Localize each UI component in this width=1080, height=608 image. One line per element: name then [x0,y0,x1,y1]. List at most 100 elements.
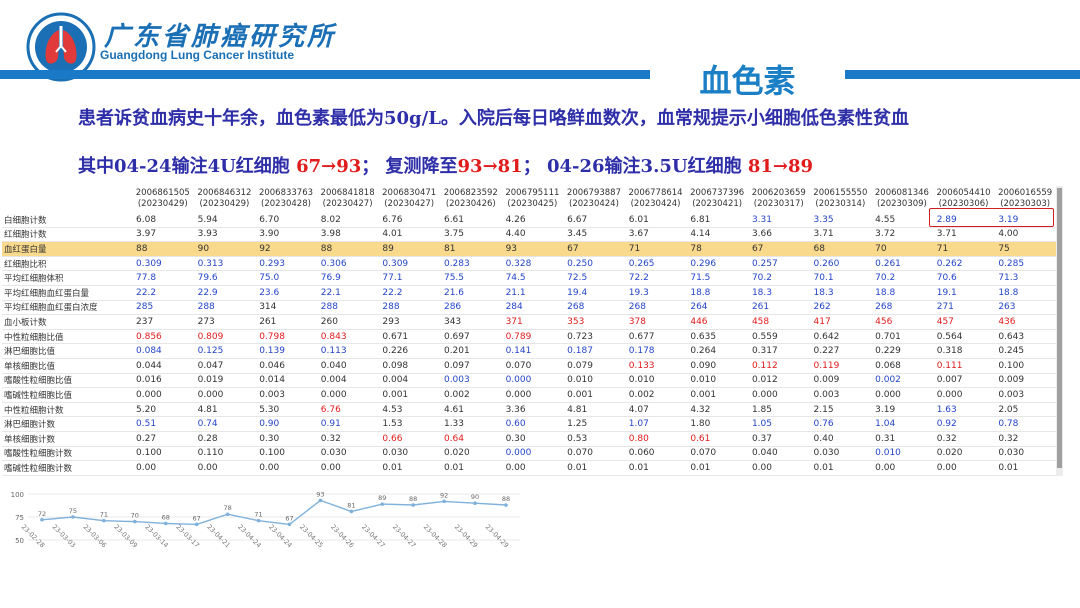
table-cell: 371 [501,314,564,330]
table-cell: 0.24 [132,475,194,477]
column-header: 2006830471 (20230427) [378,185,440,213]
table-cell: 286 [439,300,502,316]
table-row[interactable]: 中性粒细胞比值 0.856 0.809 0.798 0.843 0.671 0.697 0.7… [2,329,1056,345]
table-cell: 21.1 [501,285,564,301]
table-row[interactable]: 嗜酸性粒细胞比值 0.016 0.019 0.014 0.004 0.004 0.003 0.… [2,373,1056,389]
table-row[interactable]: 平均红细胞血红蛋白浓度 285 288 314 288 288 286 284 268 268 26… [2,300,1056,316]
table-row[interactable]: 平均红细胞体积 77.8 79.6 75.0 76.9 77.1 75.5 74.5 72.5 7… [2,270,1056,286]
table-row[interactable]: 白细胞计数 6.08 5.94 6.70 8.02 6.76 6.61 4.26 6.67 6.0… [2,213,1056,228]
table-cell: 0.000 [132,387,194,403]
column-id: 2006737396 [690,188,745,198]
column-id: 2006846312 [197,188,252,198]
table-cell: 0.309 [132,256,194,272]
column-date: (20230424) [630,199,681,209]
table-cell: 0.003 [994,387,1056,403]
chart-x-tick-label: 23-04-27 [391,523,418,550]
table-cell: 288 [378,300,440,316]
table-cell: 75.0 [255,270,317,286]
table-cell: 0.001 [686,387,748,403]
table-cell: 88 [316,241,379,257]
table-row[interactable]: 红细胞计数 3.97 3.93 3.90 3.98 4.01 3.75 4.40 3.45 3.6… [2,227,1056,243]
table-cell: 1.25 [563,416,625,432]
table-cell: 18.8 [686,285,748,301]
table-row[interactable]: 血小板计数 237 273 261 260 293 343 371 353 378 446 458 41… [2,314,1056,330]
table-row[interactable]: 红细胞分布宽度CV0.240.240.270.230.240.250.240.2… [2,475,1056,477]
table-cell: 0.250 [563,256,625,272]
table-cell: 0.635 [686,329,748,345]
table-cell: 77.8 [132,270,194,286]
column-header: 2006833763 (20230428) [255,185,317,213]
chart-x-tick-label: 23-03-17 [174,523,201,550]
table-row[interactable]: 平均红细胞血红蛋白量 22.2 22.9 23.6 22.1 22.2 21.6 21.1 19… [2,285,1056,301]
table-cell: 0.23 [316,475,379,477]
table-cell: 0.01 [378,460,440,476]
table-cell: 0.009 [994,373,1056,389]
table-cell: 0.060 [624,446,687,462]
column-header: 2006795111 (20230425) [502,185,564,213]
table-cell: 0.91 [316,416,379,432]
table-cell: 19.3 [624,285,687,301]
table-cell: 0.262 [932,256,995,272]
chart-point [102,518,106,523]
table-row[interactable]: 嗜酸性粒细胞计数 0.100 0.110 0.100 0.030 0.030 0.020 0.… [2,446,1056,462]
table-cell: 0.004 [316,373,379,389]
table-cell: 0.32 [316,431,379,447]
table-row[interactable]: 淋巴细胞计数 0.51 0.74 0.90 0.91 1.53 1.33 0.60 1.25 1.… [2,416,1056,432]
table-row[interactable]: 中性粒细胞计数 5.20 4.81 5.30 6.76 4.53 4.61 3.36 4.81 4… [2,402,1056,418]
table-cell: 5.30 [255,402,317,418]
chart-point [504,503,508,507]
column-id: 2006861505 [135,188,190,198]
table-cell: 0.097 [439,358,502,374]
table-cell: 3.72 [871,227,933,243]
table-header-row: 2006861505 (20230429) 2006846312 (20230429)… [2,185,1056,213]
table-cell: 0.00 [932,460,995,476]
table-cell: 0.141 [501,343,564,359]
row-label: 嗜酸性粒细胞计数 [2,446,132,462]
chart-data-label: 89 [378,494,386,502]
table-cell: 264 [686,300,748,316]
table-cell: 0.31 [871,431,933,447]
desc-highlight: 81→89 [747,156,814,177]
column-header: 2006054410 (20230306) [933,185,995,213]
table-cell: 0.229 [871,343,933,359]
table-cell: 22.2 [132,285,194,301]
column-date: (20230309) [876,199,927,209]
table-cell: 0.084 [132,343,194,359]
column-date: (20230425) [507,199,558,209]
table-cell: 0.00 [747,460,810,476]
table-row[interactable]: 嗜碱性粒细胞计数 0.00 0.00 0.00 0.00 0.01 0.01 0.00 0.01… [2,460,1056,476]
table-row[interactable]: 单核细胞计数 0.27 0.28 0.30 0.32 0.66 0.64 0.30 0.53 0.… [2,431,1056,447]
table-cell: 0.856 [132,329,194,345]
table-cell: 0.030 [994,446,1056,462]
table-cell: 90 [193,241,256,257]
table-cell: 0.564 [932,329,995,345]
table-cell: 0.113 [316,343,379,359]
lab-results-table-container[interactable]: 2006861505 (20230429) 2006846312 (20230429)… [2,185,1060,477]
table-cell: 0.76 [809,416,872,432]
table-cell: 4.55 [871,213,933,228]
column-id: 2006016559 [998,188,1053,198]
table-cell: 0.671 [378,329,440,345]
table-scrollbar-thumb[interactable] [1057,188,1062,468]
table-row[interactable]: 淋巴细胞比值 0.084 0.125 0.139 0.113 0.226 0.201 0.14… [2,343,1056,359]
table-cell: 0.002 [439,387,502,403]
table-row[interactable]: 血红蛋白量 88 90 92 88 89 81 93 67 71 78 67 68 70 71 75 [2,241,1056,257]
chart-series-line [41,499,507,526]
table-cell: 22.9 [193,285,256,301]
column-id: 2006795111 [505,188,560,198]
table-cell: 4.53 [378,402,440,418]
table-cell: 260 [316,314,379,330]
column-date: (20230421) [692,199,743,209]
table-cell: 0.178 [624,343,687,359]
chart-x-tick-label: 23-04-24 [236,523,263,550]
table-row[interactable]: 嗜碱性粒细胞比值 0.000 0.000 0.003 0.000 0.001 0.002 0.… [2,387,1056,403]
table-cell: 0.789 [501,329,564,345]
table-row[interactable]: 红细胞比积 0.309 0.313 0.293 0.306 0.309 0.283 0.328… [2,256,1056,272]
table-row[interactable]: 单核细胞比值 0.044 0.047 0.046 0.040 0.098 0.097 0.07… [2,358,1056,374]
table-cell: 0.010 [871,446,933,462]
table-cell: 3.45 [563,227,625,243]
table-cell: 0.110 [193,446,256,462]
table-cell: 0.00 [255,460,317,476]
table-cell: 1.05 [747,416,810,432]
table-cell: 0.697 [439,329,502,345]
